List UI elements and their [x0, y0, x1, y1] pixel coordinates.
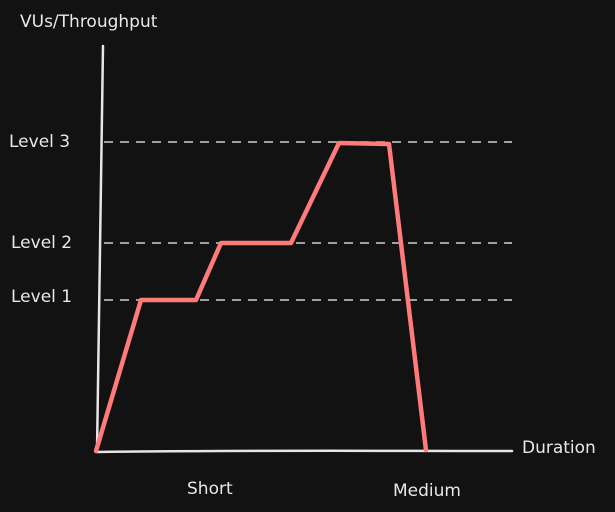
load-profile-line	[93, 140, 429, 454]
y-axis-label: VUs/Throughput	[20, 12, 158, 32]
x-tick-medium: Medium	[393, 481, 461, 501]
level-1-label: Level 1	[11, 287, 72, 307]
y-axis	[95, 44, 105, 454]
level-3-label: Level 3	[9, 132, 70, 152]
x-axis-label: Duration	[522, 438, 596, 458]
x-tick-short: Short	[187, 479, 233, 499]
x-axis	[95, 449, 514, 454]
level-2-label: Level 2	[11, 233, 72, 253]
